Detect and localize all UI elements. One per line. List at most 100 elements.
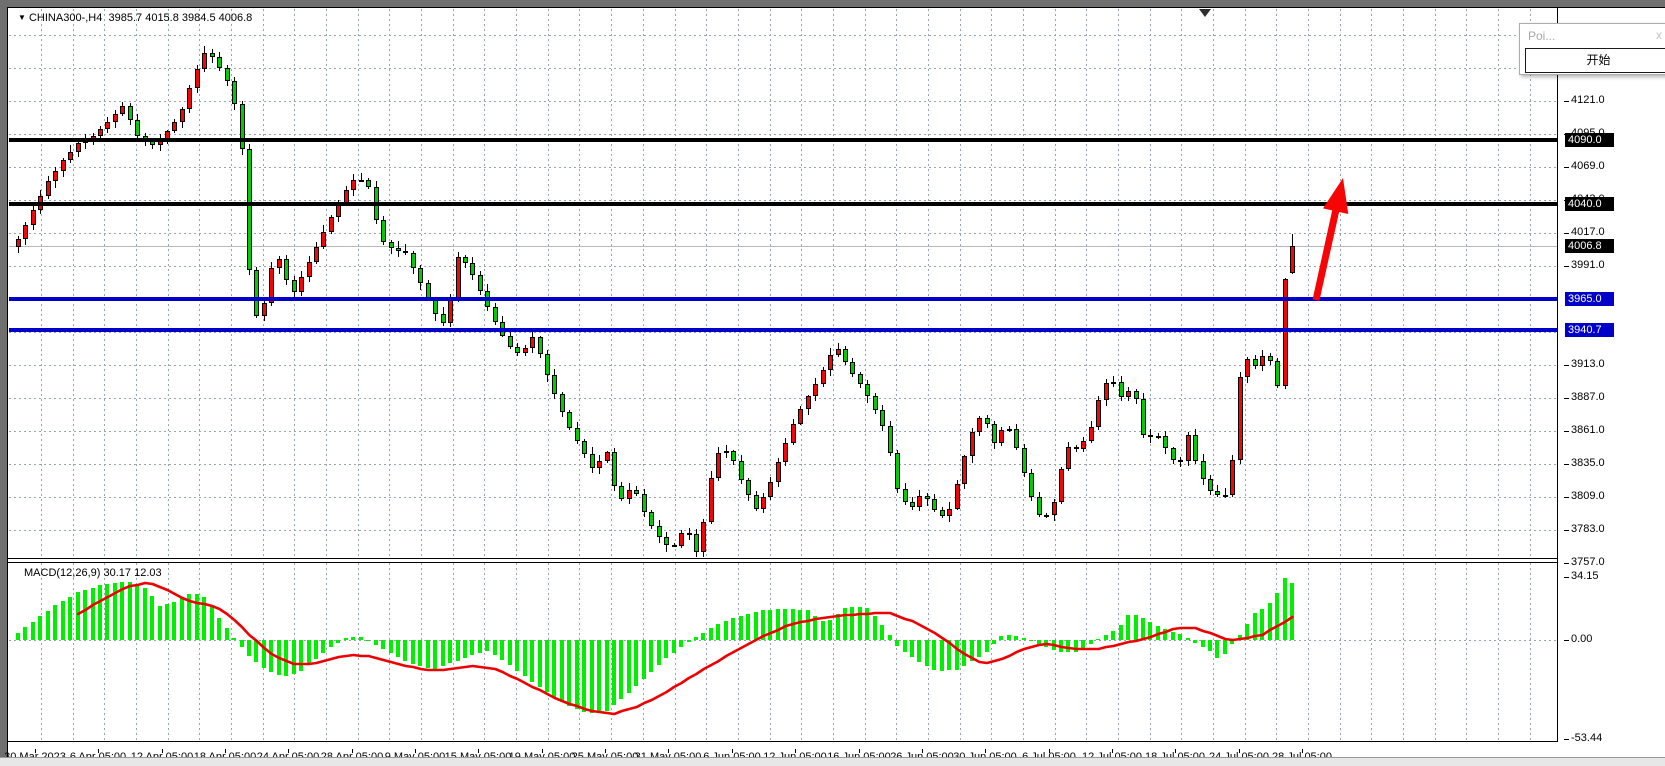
macd-histogram-bar (642, 640, 646, 679)
macd-histogram-bar (1134, 615, 1138, 640)
script-dialog: Poi... x 开始 (1519, 23, 1665, 75)
macd-histogram-bar (1171, 632, 1175, 640)
candle-bearish (359, 180, 364, 182)
gridline-v (611, 563, 612, 741)
candle-bullish (1081, 441, 1086, 449)
macd-histogram-bar (262, 640, 266, 668)
macd-histogram-bar (396, 640, 400, 657)
candle-bearish (515, 347, 520, 353)
macd-histogram-bar (1193, 640, 1197, 643)
macd-histogram-bar (1186, 638, 1190, 640)
close-icon[interactable]: x (1656, 28, 1662, 42)
macd-histogram-bar (768, 610, 772, 640)
time-tick-mark (478, 749, 479, 753)
macd-histogram-bar (1201, 640, 1205, 647)
chart-shift-marker-icon (1199, 9, 1211, 17)
gridline-v (1086, 9, 1087, 558)
candle-bullish (679, 533, 684, 546)
price-tick-mark (1564, 497, 1569, 498)
macd-histogram-bar (567, 640, 571, 706)
macd-tick-mark (1564, 640, 1569, 641)
candle-bearish (418, 268, 423, 283)
macd-histogram-bar (76, 592, 80, 640)
candle-bullish (798, 409, 803, 424)
candle-bearish (292, 280, 297, 292)
resistance-line (9, 138, 1557, 142)
macd-histogram-bar (739, 616, 743, 640)
macd-histogram-bar (590, 640, 594, 713)
candle-bullish (16, 239, 21, 247)
start-button[interactable]: 开始 (1525, 48, 1665, 73)
gridline-h (9, 233, 1557, 234)
gridline-h (9, 365, 1557, 366)
macd-histogram-bar (470, 640, 474, 655)
price-tick-label: 3887.0 (1571, 391, 1605, 403)
macd-histogram-bar (68, 597, 72, 640)
gridline-h (9, 101, 1557, 102)
gridline-v (738, 9, 739, 558)
gridline-v (1118, 563, 1119, 741)
gridline-h (9, 134, 1557, 135)
macd-histogram-bar (1022, 638, 1026, 640)
macd-histogram-bar (91, 588, 95, 640)
gridline-v (706, 9, 707, 558)
time-tick-mark (1239, 749, 1240, 753)
up-arrow-annotation[interactable] (9, 9, 1557, 558)
macd-histogram-bar (269, 640, 273, 672)
candle-bearish (582, 441, 587, 454)
candle-bearish (381, 220, 386, 242)
macd-histogram-bar (1283, 578, 1287, 640)
candle-bearish (880, 410, 885, 426)
candle-bullish (523, 348, 528, 353)
candle-bearish (649, 512, 654, 526)
macd-histogram-bar (1260, 609, 1264, 640)
macd-histogram-bar (225, 628, 229, 640)
candle-bullish (776, 462, 781, 482)
gridline-v (73, 9, 74, 558)
candle-bearish (1253, 359, 1258, 366)
gridline-v (1150, 563, 1151, 741)
price-tick-label: 3809.0 (1571, 490, 1605, 502)
price-axis-divider (1557, 8, 1558, 742)
candle-bearish (672, 545, 677, 547)
candle-wick (1225, 488, 1226, 498)
candle-bullish (1007, 429, 1012, 431)
candle-bullish (716, 453, 721, 478)
candle-bearish (619, 486, 624, 499)
horizontal-scrollbar-area[interactable] (0, 757, 1665, 766)
price-plot-area[interactable] (9, 9, 1557, 558)
macd-histogram-bar (575, 640, 579, 709)
macd-histogram-bar (999, 636, 1003, 640)
candle-bullish (962, 456, 967, 484)
collapse-triangle-icon[interactable]: ▼ (18, 13, 26, 22)
gridline-v (136, 9, 137, 558)
candle-bullish (761, 497, 766, 509)
macd-histogram-bar (292, 640, 296, 674)
candle-bearish (1268, 356, 1273, 361)
candle-bullish (701, 522, 706, 552)
macd-tick-mark (1564, 577, 1569, 578)
macd-histogram-bar (441, 640, 445, 666)
macd-histogram-bar (873, 616, 877, 640)
candle-bullish (970, 432, 975, 456)
candle-bullish (806, 396, 811, 409)
candle-bearish (888, 426, 893, 453)
gridline-v (1276, 563, 1277, 741)
macd-histogram-bar (389, 640, 393, 653)
candle-bullish (120, 106, 125, 114)
macd-histogram-bar (925, 640, 929, 666)
candle-bullish (1111, 382, 1116, 384)
candle-bearish (232, 81, 237, 104)
gridline-v (1308, 563, 1309, 741)
gridline-h (9, 398, 1557, 399)
candle-bearish (478, 275, 483, 291)
candle-bullish (917, 496, 922, 507)
macd-histogram-bar (619, 640, 623, 699)
gridline-v (453, 563, 454, 741)
candle-wick (361, 173, 362, 182)
macd-plot-area[interactable] (9, 563, 1557, 741)
price-tick-mark (1564, 365, 1569, 366)
candle-bearish (217, 57, 222, 68)
panel-separator-line-2[interactable] (8, 562, 1557, 563)
macd-histogram-bar (709, 628, 713, 640)
